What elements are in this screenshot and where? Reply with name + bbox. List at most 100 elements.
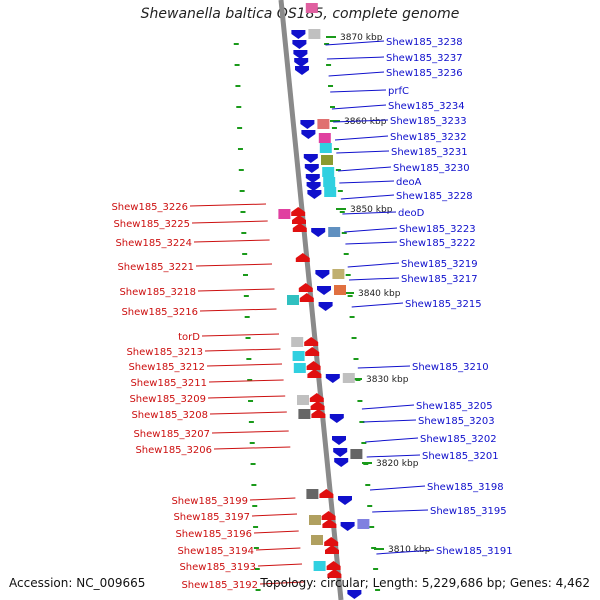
gene-label-left: Shew185_3197	[173, 512, 250, 523]
gene-box	[293, 363, 306, 373]
reverse-gene-arrow	[325, 545, 339, 554]
label-leader-line	[191, 220, 268, 224]
gene-label-left: Shew185_3196	[175, 529, 252, 540]
label-leader-line	[326, 56, 385, 60]
gene-label-right: Shew185_3231	[391, 147, 468, 158]
gene-box	[291, 337, 304, 347]
gene-box	[321, 155, 333, 165]
gene-label-left: Shew185_3208	[131, 410, 208, 421]
forward-gene-arrow	[338, 496, 352, 505]
gene-label-right: Shew185_3205	[416, 401, 493, 412]
gene-label-right: deoA	[396, 177, 422, 188]
gene-box	[308, 29, 321, 39]
label-leader-line	[342, 211, 397, 215]
label-leader-line	[345, 241, 398, 245]
forward-gene-arrow	[315, 270, 330, 279]
label-leader-line	[366, 454, 421, 458]
label-leader-line	[344, 227, 398, 233]
gene-box	[324, 187, 337, 197]
forward-gene-arrow	[306, 182, 321, 191]
reverse-gene-arrow	[305, 347, 320, 356]
label-leader-line	[209, 411, 287, 415]
gene-label-right: Shew185_3201	[422, 451, 499, 462]
reverse-gene-arrow	[299, 293, 314, 302]
reverse-gene-arrow	[306, 361, 321, 370]
gene-box	[322, 167, 335, 177]
label-leader-line	[195, 263, 273, 267]
gene-box	[313, 561, 326, 571]
forward-gene-arrow	[311, 228, 326, 237]
gene-label-right: Shew185_3198	[427, 482, 504, 493]
gene-label-left: Shew185_3199	[171, 496, 248, 507]
label-leader-line	[328, 71, 385, 77]
forward-gene-arrow	[303, 154, 318, 163]
forward-gene-arrow	[292, 40, 307, 49]
gene-label-right: Shew185_3230	[393, 163, 470, 174]
forward-gene-arrow	[295, 66, 309, 75]
gene-label-left: Shew185_3221	[117, 262, 194, 273]
forward-gene-arrow	[347, 590, 362, 599]
reverse-gene-arrow	[324, 537, 339, 546]
forward-gene-arrow	[340, 522, 355, 531]
label-leader-line	[340, 194, 395, 200]
reverse-gene-arrow	[326, 561, 341, 570]
scale-tick-label: 3860 kbp	[344, 117, 387, 127]
gene-box	[342, 373, 355, 383]
label-leader-line	[204, 348, 281, 352]
forward-gene-arrow	[307, 190, 322, 199]
gene-label-right: Shew185_3233	[390, 116, 467, 127]
reverse-gene-arrow	[327, 569, 342, 578]
gene-box	[332, 269, 345, 279]
label-leader-line	[361, 404, 415, 410]
scale-tick-label: 3830 kbp	[366, 375, 409, 385]
label-leader-line	[259, 581, 304, 585]
accession-text: Accession: NC_009665	[9, 576, 146, 590]
forward-gene-arrow	[293, 50, 308, 59]
gene-label-right: Shew185_3191	[436, 546, 513, 557]
gene-label-right: deoD	[398, 208, 425, 219]
gene-box	[309, 515, 321, 525]
gene-box	[317, 119, 330, 129]
forward-gene-arrow	[333, 448, 348, 457]
reverse-gene-arrow	[310, 401, 325, 410]
gene-box	[292, 351, 305, 361]
scale-tick-label: 3870 kbp	[340, 33, 383, 43]
label-leader-line	[347, 262, 400, 268]
label-leader-line	[255, 547, 301, 551]
label-leader-line	[338, 166, 392, 172]
scale-tick-label: 3850 kbp	[350, 205, 393, 215]
label-leader-line	[251, 513, 298, 517]
label-leader-line	[253, 530, 299, 534]
gene-label-right: Shew185_3210	[412, 362, 489, 373]
gene-label-right: Shew185_3217	[401, 274, 478, 285]
label-leader-line	[334, 135, 389, 141]
label-leader-line	[206, 363, 283, 367]
label-leader-line	[207, 395, 286, 399]
reverse-gene-arrow	[291, 207, 306, 216]
gene-box	[350, 449, 363, 459]
gene-label-left: Shew185_3206	[135, 445, 212, 456]
label-leader-line	[336, 150, 390, 154]
reverse-gene-arrow	[295, 253, 310, 262]
gene-box	[318, 133, 331, 143]
gene-box	[297, 395, 309, 405]
reverse-gene-arrow	[292, 215, 306, 224]
reverse-gene-arrow	[322, 519, 337, 528]
gene-label-left: Shew185_3225	[113, 219, 190, 230]
gene-box	[319, 143, 332, 153]
scale-tick-label: 3810 kbp	[388, 545, 431, 555]
gene-label-left: torD	[178, 332, 200, 343]
label-leader-line	[199, 308, 277, 312]
label-leader-line	[325, 40, 385, 46]
gene-box	[305, 3, 318, 13]
gene-label-left: Shew185_3209	[129, 394, 206, 405]
gene-box	[278, 209, 291, 219]
forward-gene-arrow	[291, 30, 306, 39]
reverse-gene-arrow	[304, 337, 319, 346]
label-leader-line	[249, 497, 296, 501]
label-leader-line	[213, 446, 291, 450]
label-leader-line	[351, 302, 404, 308]
gene-label-left: Shew185_3218	[119, 287, 196, 298]
label-leader-line	[339, 180, 395, 184]
